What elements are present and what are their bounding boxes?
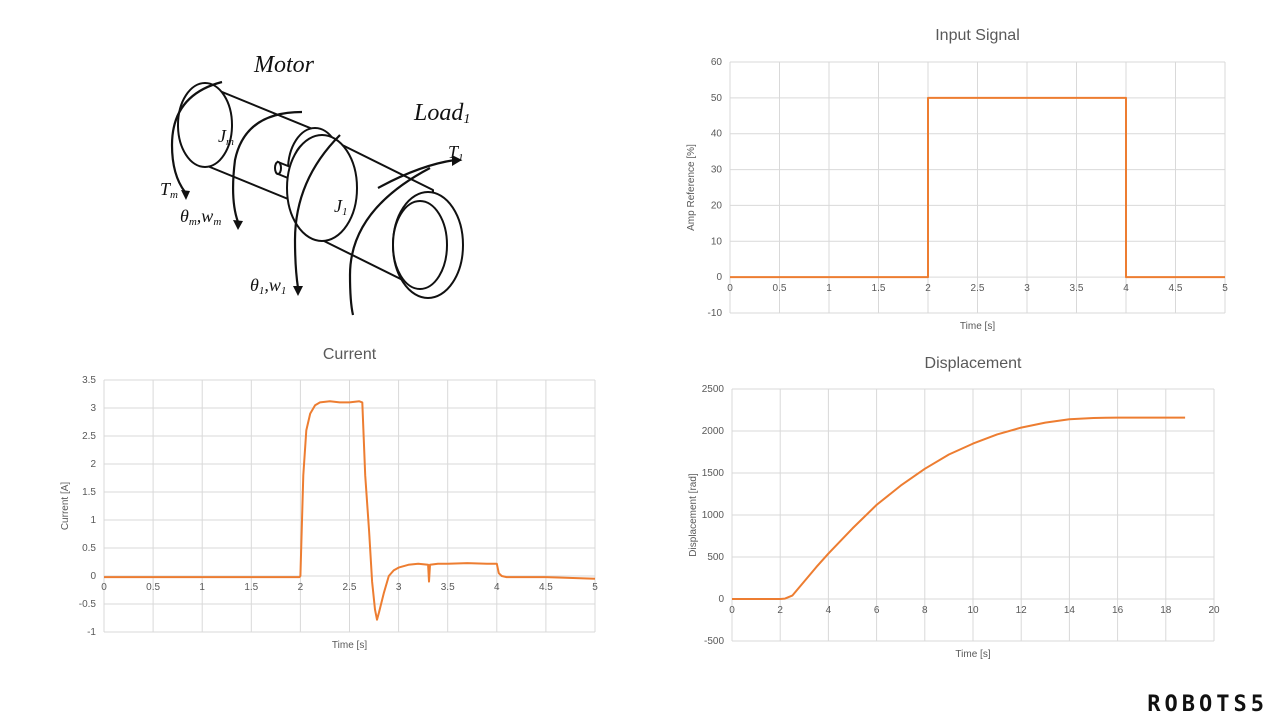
series-line (730, 96, 1225, 279)
current-plot: Current -1 -0.5 0 0.5 1 1.5 2 2.5 3 3.5 0 0.5 1 1.5 2 2.… (60, 346, 598, 651)
j1-label: J1 (334, 196, 348, 218)
y-tick-label: 3 (90, 403, 96, 414)
jm-label: Jm (218, 126, 234, 148)
displacement-chart: Displacement -500 0 500 1000 1500 2000 2500 0 2 4 6… (670, 348, 1230, 668)
x-tick-label: 2 (925, 283, 931, 294)
y-tick-label: 1000 (702, 510, 725, 521)
y-axis-label: Displacement [rad] (688, 473, 699, 557)
tm-label: Tm (160, 179, 178, 201)
x-tick-label: 3 (396, 582, 402, 593)
y-tick-label: 3.5 (82, 375, 96, 386)
input-signal-chart: Input Signal -10 0 10 20 30 40 50 60 0 0.5 1 1.5 2 2.5… (680, 20, 1240, 340)
y-tick-label: 1.5 (82, 487, 96, 498)
y-axis-label: Amp Reference [%] (686, 144, 697, 231)
x-tick-label: 20 (1208, 605, 1220, 616)
y-tick-label: 1 (90, 515, 96, 526)
current-chart: Current -1 -0.5 0 0.5 1 1.5 2 2.5 3 3.5 0 0.5 1 1.5 2 2.… (50, 340, 620, 660)
y-tick-label: 2000 (702, 426, 725, 437)
y-tick-label: 500 (707, 552, 724, 563)
load-back-face (286, 134, 358, 242)
y-tick-label: -1 (87, 627, 96, 638)
y-axis-label: Current [A] (60, 482, 71, 531)
y-tick-label: 20 (711, 200, 723, 211)
x-tick-label: 3 (1024, 283, 1030, 294)
y-tick-label: 50 (711, 93, 723, 104)
y-tick-label: 2 (90, 459, 96, 470)
x-tick-label: 4 (826, 605, 832, 616)
x-tick-label: 3.5 (441, 582, 455, 593)
y-tick-label: 0 (716, 272, 722, 283)
x-tick-label: 5 (592, 582, 598, 593)
tm-arrow (170, 80, 223, 193)
y-tick-label: 0 (718, 594, 724, 605)
y-tick-label: 2500 (702, 384, 725, 395)
load-front-inner (392, 200, 448, 290)
chart-title: Displacement (925, 355, 1022, 372)
x-tick-label: 1.5 (872, 283, 886, 294)
x-tick-label: 4.5 (539, 582, 553, 593)
x-tick-label: 18 (1160, 605, 1172, 616)
input-signal-plot: Input Signal -10 0 10 20 30 40 50 60 0 0.5 1 1.5 2 2.5… (686, 27, 1228, 332)
theta1-arrow (293, 134, 341, 289)
x-tick-label: 0.5 (146, 582, 160, 593)
x-tick-label: 14 (1064, 605, 1076, 616)
x-tick-label: 10 (967, 605, 979, 616)
displacement-plot: Displacement -500 0 500 1000 1500 2000 2500 0 2 4 6… (688, 355, 1220, 660)
y-tick-label: -10 (708, 308, 723, 319)
thetam-arrow (231, 110, 303, 223)
y-tick-label: -0.5 (79, 599, 97, 610)
chart-title: Current (323, 346, 377, 363)
series-line (732, 416, 1186, 600)
y-tick-label: 1500 (702, 468, 725, 479)
x-tick-label: 2 (298, 582, 304, 593)
x-tick-label: 0.5 (773, 283, 787, 294)
y-tick-label: 40 (711, 129, 723, 140)
motor-load-drawing: Motor Load1 Jm J1 Tm T1 θm,wm θ1,w1 (160, 52, 470, 316)
x-tick-label: 0 (727, 283, 733, 294)
x-tick-label: 4 (494, 582, 500, 593)
y-tick-label: 10 (711, 236, 723, 247)
x-tick-label: 2 (777, 605, 783, 616)
x-tick-label: 1 (826, 283, 832, 294)
load-label: Load1 (413, 100, 470, 127)
x-tick-label: 1 (199, 582, 205, 593)
x-axis-label: Time [s] (960, 321, 995, 332)
load-rotation-arc (348, 167, 431, 316)
thetam-wm-label: θm,wm (180, 206, 221, 228)
y-tick-label: 60 (711, 57, 723, 68)
motor-back-face (177, 82, 233, 168)
y-tick-label: 0 (90, 571, 96, 582)
x-tick-label: 8 (922, 605, 928, 616)
x-tick-label: 5 (1222, 283, 1228, 294)
x-axis-label: Time [s] (955, 649, 990, 660)
y-tick-label: 0.5 (82, 543, 96, 554)
motor-load-diagram: Motor Load1 Jm J1 Tm T1 θm,wm θ1,w1 (150, 40, 490, 330)
x-tick-label: 1.5 (244, 582, 258, 593)
y-tick-label: 2.5 (82, 431, 96, 442)
x-axis-label: Time [s] (332, 640, 367, 651)
theta1-w1-label: θ1,w1 (250, 275, 286, 297)
x-tick-label: 4 (1123, 283, 1129, 294)
x-tick-label: 2.5 (343, 582, 357, 593)
x-tick-label: 12 (1016, 605, 1028, 616)
x-tick-label: 6 (874, 605, 880, 616)
t1-label: T1 (448, 142, 464, 164)
chart-title: Input Signal (935, 27, 1020, 44)
t1-arrow (377, 158, 456, 189)
x-tick-label: 0 (101, 582, 107, 593)
brand-logo: ROBOTS5 (1147, 692, 1268, 717)
x-tick-label: 2.5 (971, 283, 985, 294)
x-tick-label: 3.5 (1070, 283, 1084, 294)
y-tick-label: -500 (704, 636, 724, 647)
x-tick-label: 16 (1112, 605, 1124, 616)
motor-label: Motor (253, 52, 315, 78)
x-tick-label: 0 (729, 605, 735, 616)
y-tick-label: 30 (711, 165, 723, 176)
x-tick-label: 4.5 (1169, 283, 1183, 294)
series-line (104, 400, 596, 621)
